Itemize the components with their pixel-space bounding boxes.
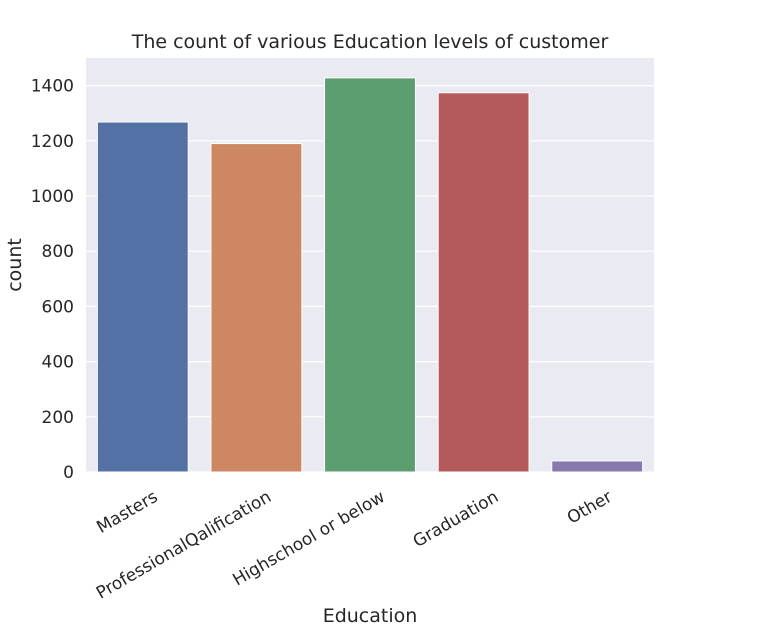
y-tick-labels: 0 200 400 600 800 1000 1200 1400 — [31, 77, 74, 483]
x-tick-labels: MastersProfessionalQalificationHighschoo… — [93, 487, 616, 604]
y-tick-label: 1000 — [31, 187, 74, 207]
bar-graduation — [437, 92, 530, 473]
y-tick-label: 0 — [63, 463, 74, 483]
x-tick-label: Graduation — [410, 487, 502, 552]
y-tick-label: 1200 — [31, 132, 74, 152]
bar-professionalqalification — [210, 143, 303, 473]
bar-masters — [96, 121, 189, 473]
x-tick-label: Masters — [93, 487, 161, 538]
y-tick-label: 600 — [42, 297, 74, 317]
y-tick-label: 400 — [42, 353, 74, 373]
bars — [96, 77, 644, 473]
x-tick-label: Other — [564, 487, 616, 528]
y-tick-label: 200 — [42, 408, 74, 428]
bar-other — [551, 460, 644, 473]
y-tick-label: 1400 — [31, 77, 74, 97]
chart-title: The count of various Education levels of… — [131, 31, 609, 53]
bar-highschool-or-below — [324, 77, 416, 473]
y-tick-label: 800 — [42, 242, 74, 262]
y-axis-label: count — [4, 238, 26, 292]
x-axis-label: Education — [323, 605, 418, 627]
